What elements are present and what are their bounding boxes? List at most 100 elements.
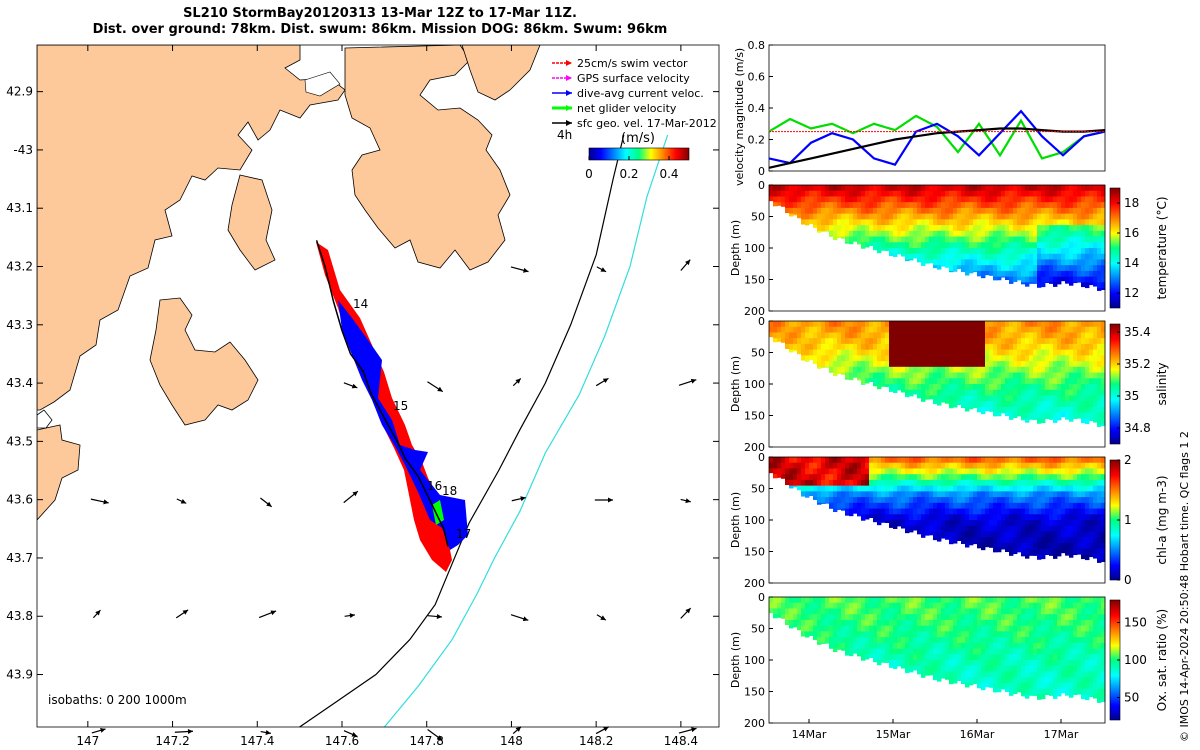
profile-cell xyxy=(1041,531,1046,538)
profile-cell xyxy=(1077,491,1082,498)
profile-cell xyxy=(817,637,822,644)
profile-cell xyxy=(1081,230,1086,237)
profile-cell xyxy=(1033,361,1038,368)
profile-cell xyxy=(1081,349,1086,356)
profile-cell xyxy=(997,619,1002,627)
profile-cell xyxy=(1017,326,1022,333)
profile-cell xyxy=(821,196,826,203)
profile-cell xyxy=(1029,242,1034,249)
profile-cell xyxy=(1077,406,1082,414)
profile-cell xyxy=(1097,202,1102,209)
profile-cell xyxy=(1065,457,1070,464)
profile-cell xyxy=(1025,597,1030,604)
profile-cell xyxy=(1001,401,1006,408)
profile-cell xyxy=(1093,372,1098,379)
profile-cell xyxy=(1009,418,1014,420)
profile-cell xyxy=(1057,338,1062,345)
profile-cell xyxy=(965,637,970,644)
profile-cell xyxy=(1081,259,1086,266)
profile-cell xyxy=(841,343,846,351)
profile-cell xyxy=(861,491,866,498)
profile-cell xyxy=(905,631,910,638)
profile-cell xyxy=(1001,389,1006,396)
profile-cell xyxy=(1089,185,1094,192)
profile-cell xyxy=(937,491,942,498)
profile-cell xyxy=(1049,418,1054,420)
profile-cell xyxy=(969,253,974,260)
profile-cell xyxy=(1029,418,1034,420)
profile-cell xyxy=(1037,608,1042,615)
profile-cell xyxy=(913,525,918,531)
profile-cell xyxy=(849,202,854,209)
profile-cell xyxy=(841,219,846,226)
legend-box xyxy=(545,55,717,135)
profile-cell xyxy=(857,479,862,487)
profile-cell xyxy=(933,660,938,667)
map-y-tick-label: 43.7 xyxy=(6,551,33,565)
profile-cell xyxy=(917,474,922,481)
profile-cell xyxy=(1065,321,1070,328)
profile-cell xyxy=(1093,531,1098,538)
profile-cell xyxy=(1065,378,1070,385)
profile-cell xyxy=(989,332,994,339)
profile-cell xyxy=(805,332,810,339)
profile-cell xyxy=(1101,525,1106,532)
profile-cell xyxy=(789,457,794,464)
surface-velocity-arrow xyxy=(92,609,101,619)
profile-cell xyxy=(1101,225,1106,232)
profile-cell xyxy=(805,343,810,351)
profile-cell xyxy=(1065,514,1070,521)
profile-cell xyxy=(1041,537,1046,544)
profile-cell xyxy=(1037,406,1042,414)
profile-cell xyxy=(897,378,902,385)
profile-cell xyxy=(1029,502,1034,509)
profile-cell xyxy=(1029,682,1034,690)
profile-cell xyxy=(985,372,990,379)
profile-cell xyxy=(1041,637,1046,644)
profile-cell xyxy=(905,349,910,356)
profile-cell xyxy=(989,597,994,604)
profile-cell xyxy=(1021,395,1026,402)
profile-cell xyxy=(977,219,982,226)
profile-cell xyxy=(1065,597,1070,604)
profile-cell xyxy=(1049,554,1054,556)
profile-cell xyxy=(889,468,894,475)
profile-cell xyxy=(917,185,922,192)
profile-cell xyxy=(921,207,926,215)
profile-cell xyxy=(905,338,910,345)
profile-cell xyxy=(949,619,954,627)
profile-cell xyxy=(1017,462,1022,469)
profile-cell xyxy=(1097,491,1102,498)
profile-cell xyxy=(881,230,886,237)
glider-track-line xyxy=(315,240,449,547)
profile-cell xyxy=(813,219,818,226)
profile-cell xyxy=(889,654,894,661)
profile-cell xyxy=(929,502,934,509)
profile-cell xyxy=(957,642,962,649)
profile-cell xyxy=(1009,401,1014,408)
profile-cell xyxy=(849,236,854,243)
profile-cell xyxy=(1065,688,1070,695)
profile-cell xyxy=(857,625,862,632)
profile-cell xyxy=(833,343,838,351)
profile-cell xyxy=(837,219,842,226)
profile-cell xyxy=(865,372,870,379)
profile-cell xyxy=(897,230,902,237)
profile-cell xyxy=(981,520,986,527)
profile-cell xyxy=(845,321,850,328)
profile-cell xyxy=(945,321,950,328)
profile-cell xyxy=(921,642,926,649)
profile-cell xyxy=(921,389,926,396)
profile-cell xyxy=(813,468,818,475)
profile-cell xyxy=(881,514,886,521)
day-label-14: 14 xyxy=(353,297,368,311)
profile-cell xyxy=(1077,619,1082,627)
profile-cell xyxy=(929,230,934,237)
profile-cell xyxy=(1073,619,1078,627)
profile-cell xyxy=(893,196,898,203)
profile-cell xyxy=(785,202,790,209)
profile-cell xyxy=(989,660,994,667)
profile-cell xyxy=(937,631,942,638)
colorbar-tick-label: 35 xyxy=(1124,389,1139,403)
profile-cell xyxy=(977,631,982,638)
